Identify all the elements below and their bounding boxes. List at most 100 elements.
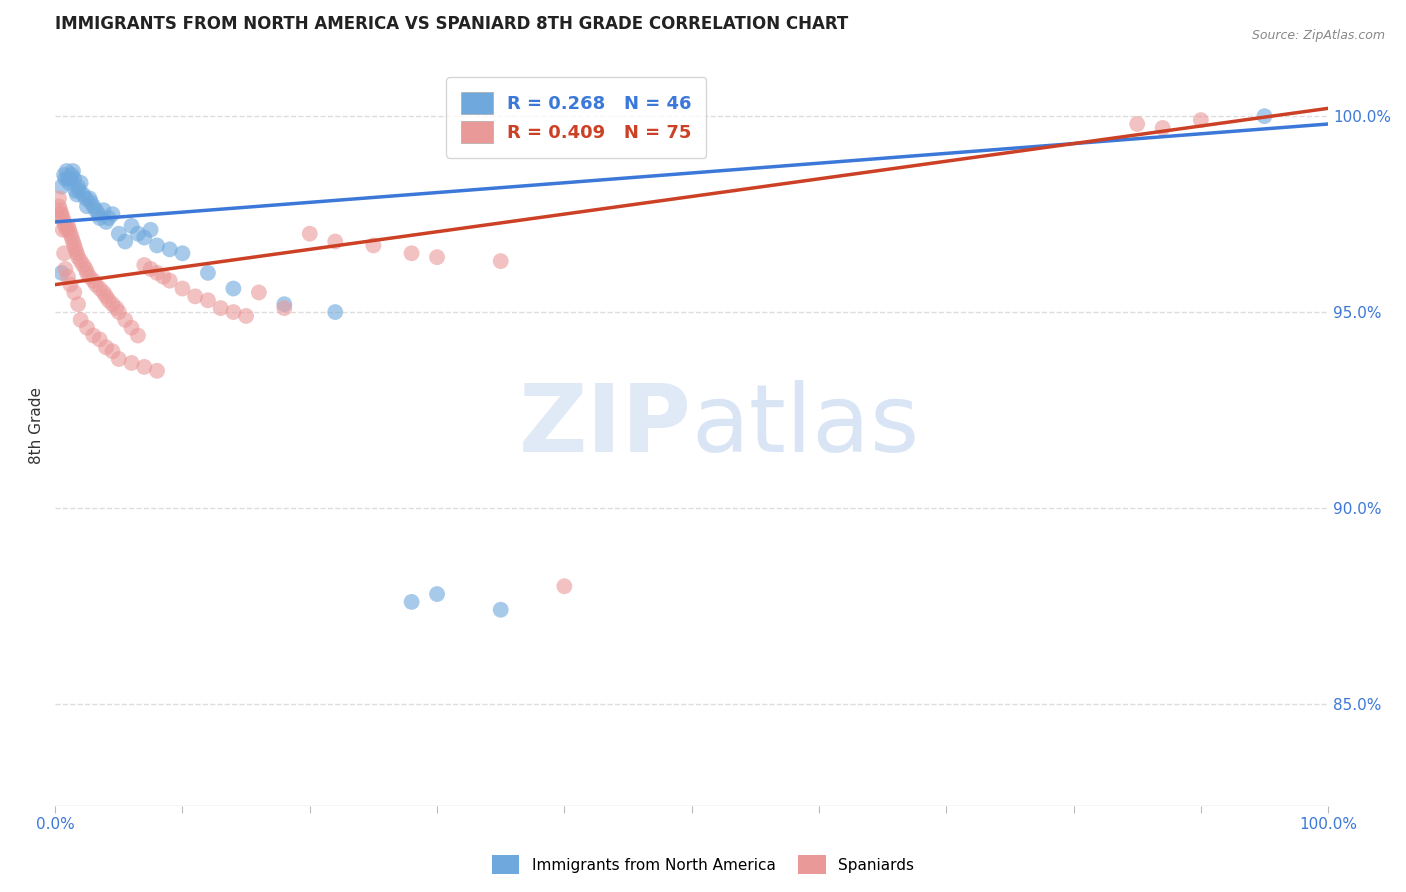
Point	[76, 266, 98, 280]
Point	[489, 254, 512, 268]
Point	[62, 164, 84, 178]
Point	[69, 176, 91, 190]
Point	[48, 199, 70, 213]
Point	[93, 203, 115, 218]
Point	[489, 603, 512, 617]
Point	[114, 313, 136, 327]
Point	[121, 356, 143, 370]
Point	[58, 176, 80, 190]
Point	[59, 172, 82, 186]
Legend: Immigrants from North America, Spaniards: Immigrants from North America, Spaniards	[485, 849, 921, 880]
Point	[101, 344, 124, 359]
Point	[89, 281, 111, 295]
Point	[48, 191, 70, 205]
Point	[146, 266, 169, 280]
Point	[97, 211, 120, 225]
Point	[53, 246, 76, 260]
Point	[94, 215, 117, 229]
Point	[63, 172, 86, 186]
Point	[159, 274, 181, 288]
Point	[93, 285, 115, 300]
Point	[401, 595, 423, 609]
Point	[60, 230, 83, 244]
Point	[76, 199, 98, 213]
Point	[76, 320, 98, 334]
Point	[52, 211, 75, 225]
Point	[197, 293, 219, 308]
Point	[56, 269, 79, 284]
Point	[139, 223, 162, 237]
Point	[121, 320, 143, 334]
Point	[101, 297, 124, 311]
Point	[172, 281, 194, 295]
Point	[69, 313, 91, 327]
Point	[56, 172, 79, 186]
Point	[63, 238, 86, 252]
Point	[63, 285, 86, 300]
Point	[363, 238, 385, 252]
Text: IMMIGRANTS FROM NORTH AMERICA VS SPANIARD 8TH GRADE CORRELATION CHART: IMMIGRANTS FROM NORTH AMERICA VS SPANIAR…	[55, 15, 848, 33]
Point	[105, 301, 128, 315]
Point	[134, 258, 156, 272]
Point	[222, 281, 245, 295]
Point	[1126, 117, 1149, 131]
Point	[247, 285, 270, 300]
Point	[94, 289, 117, 303]
Point	[72, 187, 94, 202]
Point	[67, 179, 90, 194]
Text: ZIP: ZIP	[519, 380, 692, 472]
Point	[53, 262, 76, 277]
Point	[89, 211, 111, 225]
Point	[94, 340, 117, 354]
Point	[84, 203, 107, 218]
Point	[49, 207, 72, 221]
Text: Source: ZipAtlas.com: Source: ZipAtlas.com	[1251, 29, 1385, 42]
Point	[146, 238, 169, 252]
Point	[84, 277, 107, 292]
Point	[67, 184, 90, 198]
Point	[121, 219, 143, 233]
Point	[87, 207, 110, 221]
Point	[65, 184, 87, 198]
Point	[97, 293, 120, 308]
Point	[53, 219, 76, 233]
Y-axis label: 8th Grade: 8th Grade	[30, 387, 44, 464]
Point	[82, 328, 104, 343]
Point	[152, 269, 174, 284]
Point	[209, 301, 232, 315]
Point	[89, 333, 111, 347]
Point	[1189, 113, 1212, 128]
Point	[51, 179, 73, 194]
Point	[79, 191, 101, 205]
Point	[323, 235, 346, 249]
Point	[134, 359, 156, 374]
Point	[55, 223, 77, 237]
Point	[235, 309, 257, 323]
Point	[82, 274, 104, 288]
Point	[426, 250, 449, 264]
Point	[184, 289, 207, 303]
Point	[59, 227, 82, 241]
Point	[197, 266, 219, 280]
Point	[67, 297, 90, 311]
Point	[82, 199, 104, 213]
Point	[56, 219, 79, 233]
Point	[273, 301, 295, 315]
Point	[72, 258, 94, 272]
Point	[67, 250, 90, 264]
Point	[159, 243, 181, 257]
Point	[101, 207, 124, 221]
Point	[69, 254, 91, 268]
Point	[114, 235, 136, 249]
Point	[127, 227, 149, 241]
Text: atlas: atlas	[692, 380, 920, 472]
Point	[53, 215, 76, 229]
Point	[53, 168, 76, 182]
Point	[323, 305, 346, 319]
Point	[62, 235, 84, 249]
Point	[58, 223, 80, 237]
Point	[80, 195, 103, 210]
Point	[59, 277, 82, 292]
Point	[273, 297, 295, 311]
Point	[146, 364, 169, 378]
